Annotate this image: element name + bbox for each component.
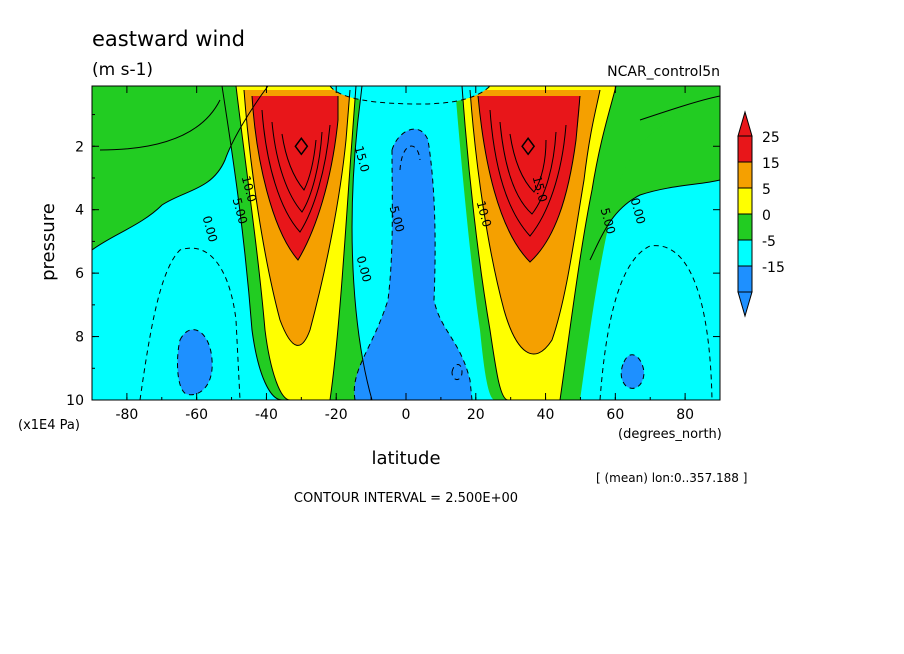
colorbar-label: -15 (762, 260, 785, 276)
y-units-label: (x1E4 Pa) (18, 418, 80, 433)
colorbar-swatch (737, 239, 753, 267)
mean-note: [ (mean) lon:0..357.188 ] (596, 471, 747, 485)
colorbar-label: 15 (762, 156, 780, 172)
jet-core-marker (294, 137, 309, 156)
x-axis-title: latitude (371, 448, 440, 469)
x-tick-label: -20 (325, 407, 348, 423)
colorbar-swatch (737, 135, 753, 163)
colorbar-bottom-arrow (737, 291, 753, 318)
chart-units: (m s-1) (92, 60, 153, 80)
colorbar-label: 25 (762, 130, 780, 146)
x-axis-ticks: -80 -60 -40 -20 0 20 40 60 80 (91, 86, 721, 423)
contour-label: 0.00 (200, 214, 220, 243)
negative-contour-lines (139, 86, 713, 400)
x-units-label: (degrees_north) (618, 427, 722, 442)
eq-easterly-15 (354, 129, 472, 400)
stratosphere-easterly (330, 86, 490, 104)
contour-label: 0.00 (628, 196, 648, 225)
colorbar-swatch (737, 187, 753, 215)
y-tick-label: 2 (75, 139, 84, 155)
y-tick-label: 4 (75, 203, 84, 219)
x-tick-label: -40 (255, 407, 278, 423)
jet-core-marker (521, 137, 536, 156)
y-tick-label: 10 (66, 393, 84, 409)
nh-polar-easterly (621, 354, 644, 389)
colorbar-swatch (737, 265, 753, 293)
colorbar-label: -5 (762, 234, 776, 250)
colorbar: 25 15 5 0 -5 -15 (737, 110, 785, 318)
colorbar-label: 0 (762, 208, 771, 224)
contour-label: 15.0 (530, 174, 550, 203)
x-tick-label: 60 (606, 407, 624, 423)
sh-contour-0 (92, 86, 268, 250)
x-tick-label: -80 (115, 407, 138, 423)
y-axis-ticks: 2 4 6 8 10 (66, 114, 720, 409)
x-tick-label: 20 (467, 407, 485, 423)
y-tick-label: 6 (75, 266, 84, 282)
colorbar-top-arrow (737, 110, 753, 137)
contour-lines (92, 86, 720, 400)
contour-label: 5.00 (598, 206, 618, 235)
nh-jet-25 (478, 96, 580, 262)
x-tick-label: -60 (185, 407, 208, 423)
contour-label: 5.00 (387, 204, 407, 233)
sh-polar-easterly (177, 329, 213, 395)
contour-label: 5.00 (230, 196, 250, 225)
x-tick-label: 40 (537, 407, 555, 423)
chart-title: eastward wind (92, 27, 245, 51)
x-tick-label: 80 (676, 407, 694, 423)
contour-label: 10.0 (239, 174, 259, 203)
colorbar-swatch (737, 161, 753, 189)
dataset-label: NCAR_control5n (607, 64, 720, 80)
x-tick-label: 0 (402, 407, 411, 423)
contour-label: 10.0 (474, 199, 494, 228)
colorbar-label: 5 (762, 182, 771, 198)
colorbar-swatch (737, 213, 753, 241)
contour-label: 15.0 (352, 144, 372, 173)
y-axis-title: pressure (38, 203, 59, 281)
contour-interval-note: CONTOUR INTERVAL = 2.500E+00 (294, 491, 518, 506)
contour-field (92, 86, 720, 400)
y-tick-label: 8 (75, 330, 84, 346)
contour-label: 0.00 (354, 254, 374, 283)
